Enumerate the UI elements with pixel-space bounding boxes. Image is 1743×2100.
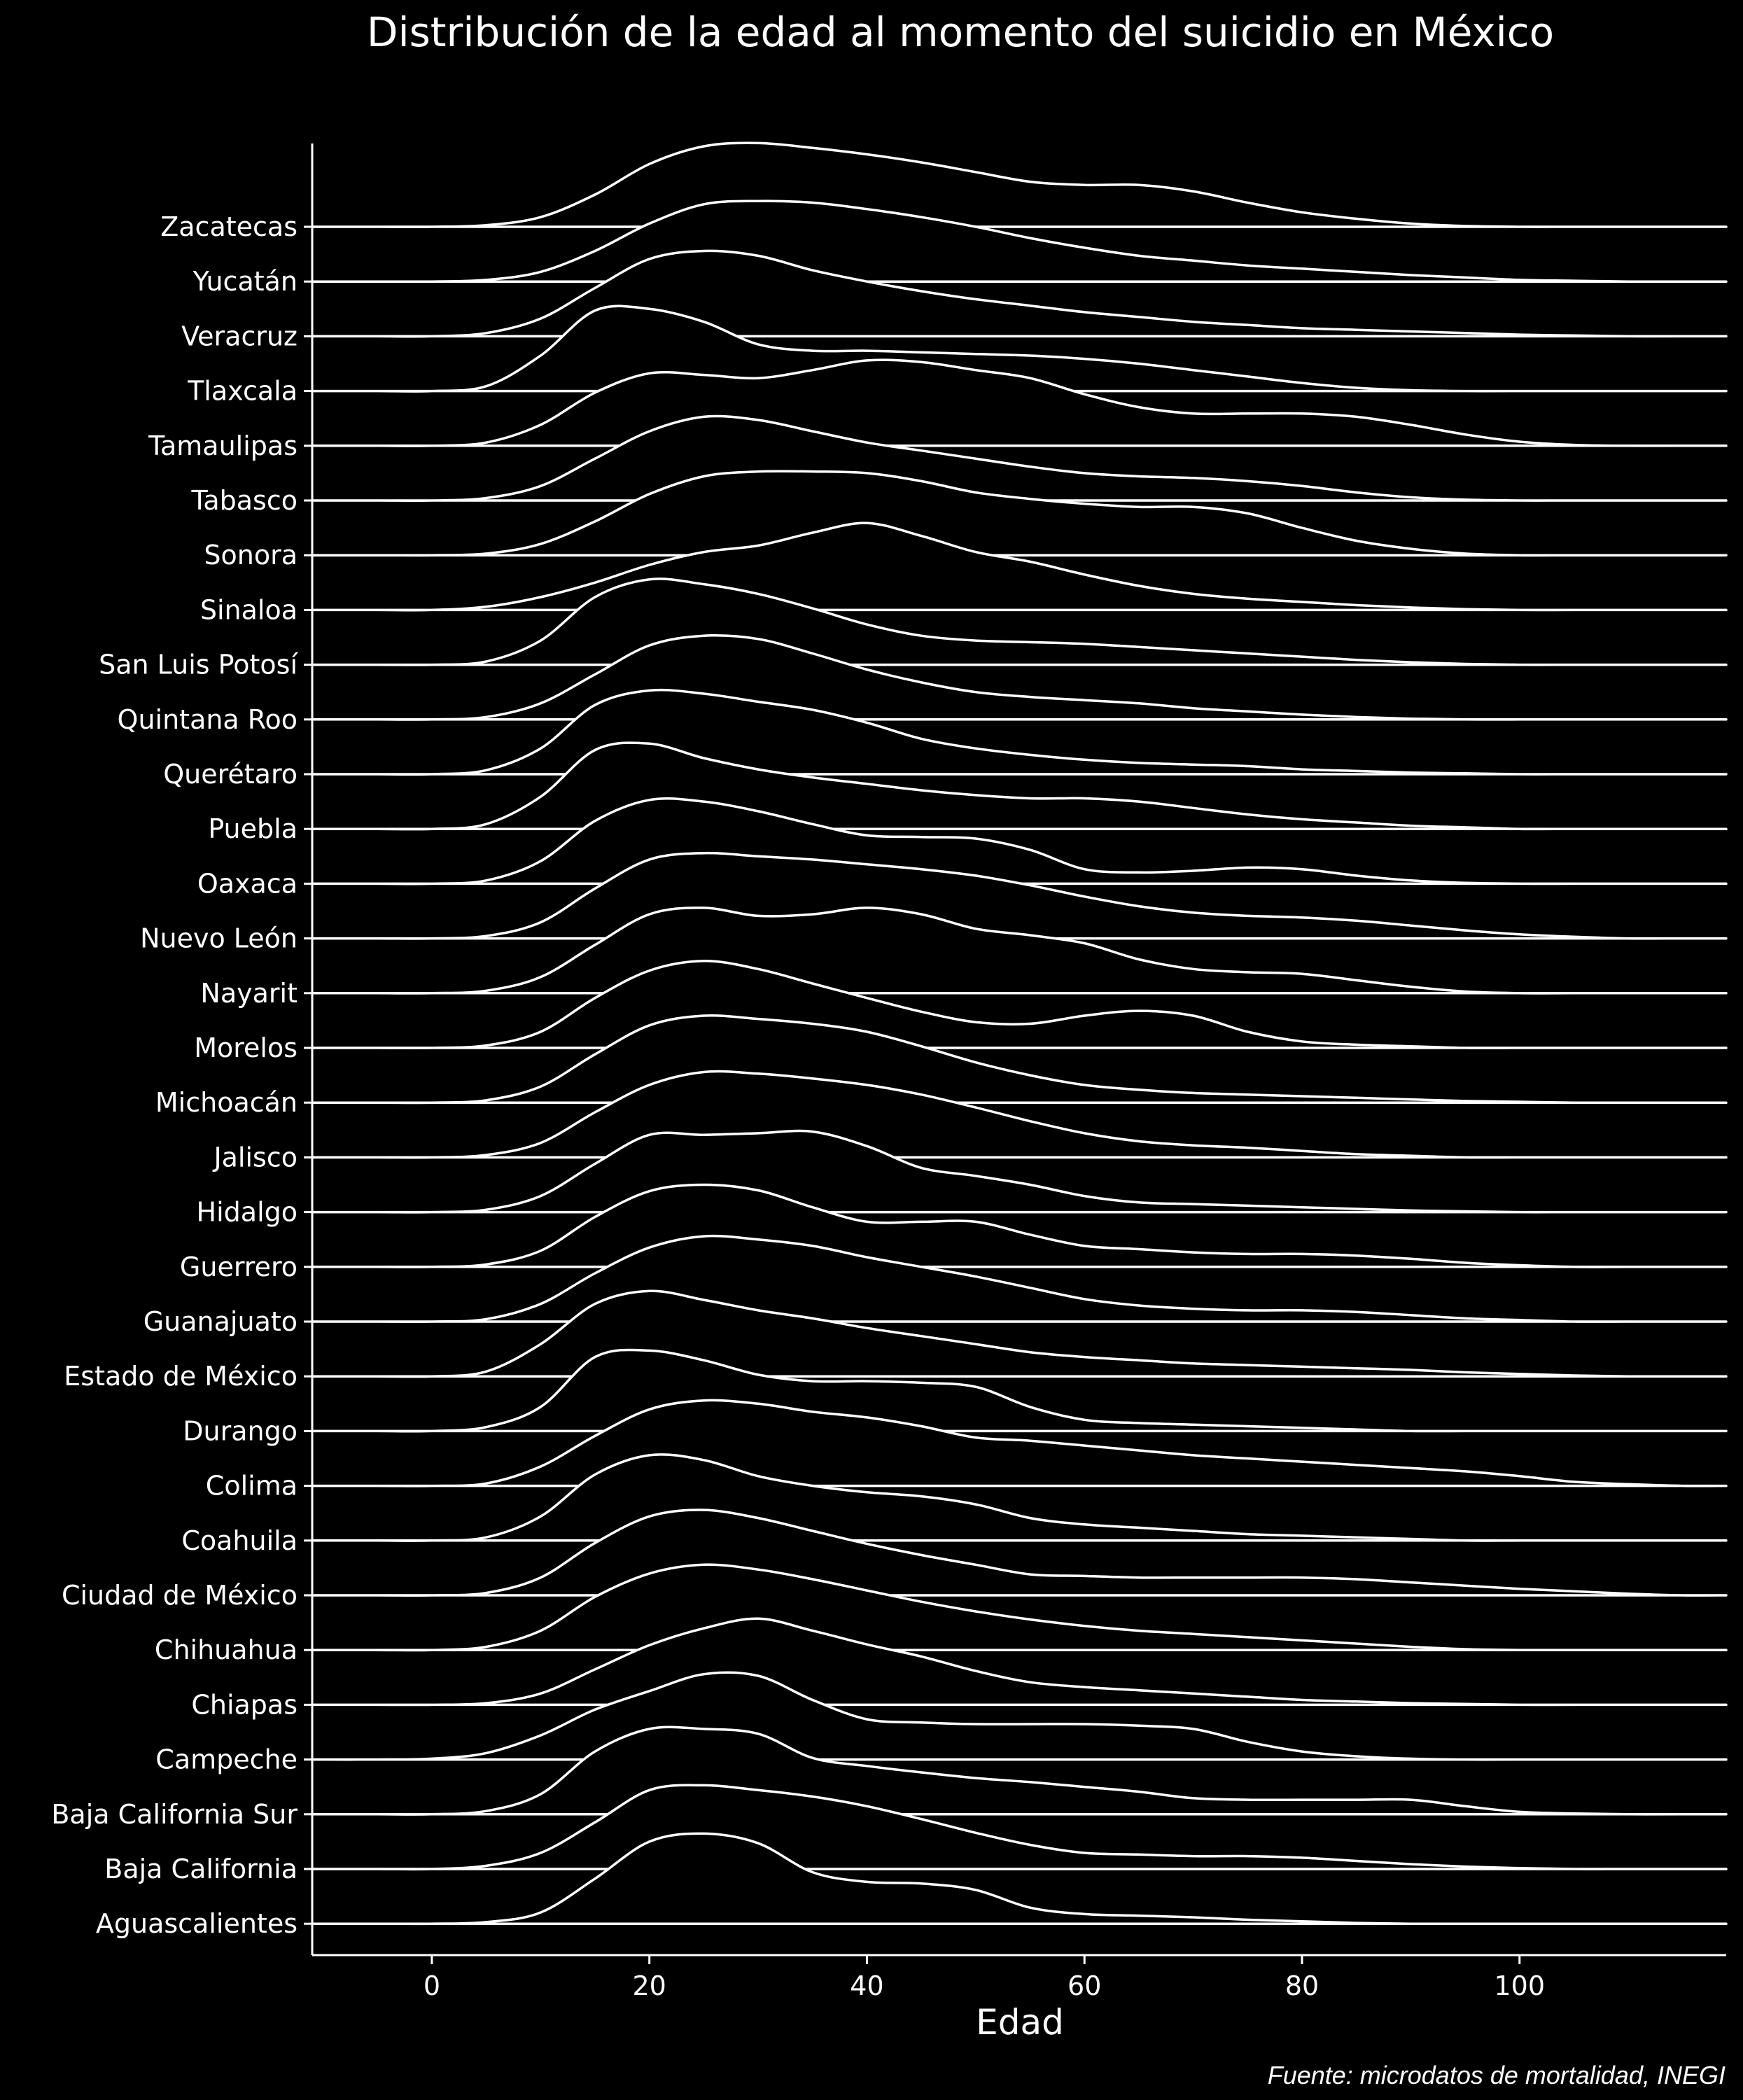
y-tick-label: Michoacán — [155, 1087, 298, 1118]
y-tick-label: Tlaxcala — [187, 376, 298, 407]
caption: Fuente: microdatos de mortalidad, INEGI — [1268, 2061, 1726, 2090]
ridge-aguascalientes — [311, 1832, 1728, 1926]
y-tick-label: Estado de México — [64, 1361, 298, 1392]
y-tick-label: Sinaloa — [200, 594, 298, 625]
ridge-tlaxcala — [311, 304, 1728, 393]
chart-title: Distribución de la edad al momento del s… — [367, 8, 1554, 56]
x-tick-label: 40 — [850, 1970, 883, 2001]
y-tick-label: Nuevo León — [140, 923, 298, 954]
ridge-sonora — [311, 470, 1728, 557]
y-tick-label: Baja California Sur — [51, 1799, 298, 1830]
y-tick-label: Durango — [183, 1415, 298, 1446]
y-tick-label: Yucatán — [192, 266, 298, 297]
x-axis-title: Edad — [976, 2002, 1064, 2043]
x-axis-ticks: 0 20 40 60 80 100 — [424, 1955, 1545, 2001]
y-tick-label: Coahuila — [181, 1525, 298, 1556]
y-tick-label: Veracruz — [181, 321, 298, 351]
y-tick-label: Aguascalientes — [96, 1908, 298, 1939]
ridge-chihuahua — [311, 1563, 1728, 1652]
y-tick-label: Tabasco — [190, 485, 298, 516]
y-tick-label: Guanajuato — [144, 1306, 298, 1337]
x-tick-label: 100 — [1494, 1970, 1546, 2001]
ridge-chiapas — [311, 1617, 1728, 1707]
y-tick-label: San Luis Potosí — [99, 650, 298, 680]
plot-area — [311, 141, 1728, 1926]
x-tick-label: 0 — [424, 1970, 440, 2001]
y-tick-label: Guerrero — [180, 1252, 298, 1282]
y-tick-label: Sonora — [204, 540, 298, 570]
y-tick-label: Jalisco — [212, 1142, 298, 1172]
y-tick-label: Quintana Roo — [118, 704, 298, 735]
y-tick-label: Campeche — [155, 1744, 298, 1775]
y-tick-label: Oaxaca — [197, 868, 298, 899]
y-tick-label: Nayarit — [200, 978, 298, 1009]
y-axis-labels: Zacatecas Yucatán Veracruz Tlaxcala Tamaulip… — [51, 211, 312, 1939]
y-tick-label: Colima — [206, 1471, 298, 1502]
y-tick-label: Chiapas — [191, 1689, 298, 1720]
y-tick-label: Morelos — [194, 1032, 298, 1063]
y-tick-label: Zacatecas — [160, 211, 298, 242]
x-tick-label: 60 — [1068, 1970, 1101, 2001]
ridge-tabasco — [311, 414, 1728, 503]
y-tick-label: Querétaro — [163, 759, 298, 790]
y-tick-label: Ciudad de México — [62, 1580, 298, 1611]
y-tick-label: Chihuahua — [155, 1634, 298, 1665]
x-tick-label: 20 — [633, 1970, 666, 2001]
x-tick-label: 80 — [1285, 1970, 1319, 2001]
y-tick-label: Baja California — [104, 1854, 298, 1884]
ridge-zacatecas — [311, 141, 1728, 228]
y-tick-label: Tamaulipas — [148, 430, 298, 461]
y-tick-label: Hidalgo — [197, 1197, 298, 1228]
y-tick-label: Puebla — [208, 813, 298, 844]
